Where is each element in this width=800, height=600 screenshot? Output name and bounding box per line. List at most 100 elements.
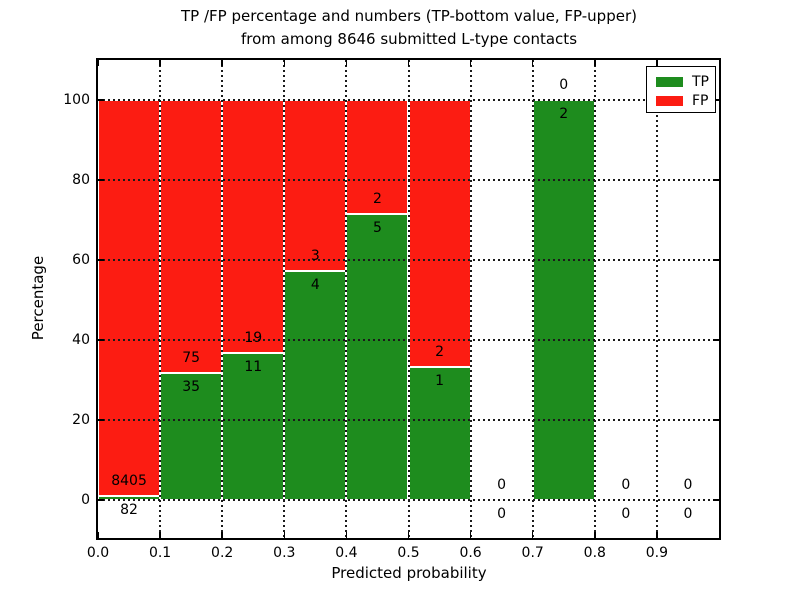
x-tick-label: 0.3: [273, 545, 296, 561]
bar-segment-fp: [222, 100, 285, 354]
x-tick-mark: [407, 60, 410, 66]
x-tick-mark: [159, 532, 161, 538]
tp-count-label: 35: [182, 378, 201, 395]
y-tick-mark: [98, 339, 104, 341]
x-gridline: [221, 60, 224, 538]
x-tick-mark: [283, 60, 286, 66]
x-tick-mark: [531, 532, 534, 538]
legend-item-tp: TP: [656, 72, 715, 91]
fp-count-label: 0: [559, 77, 569, 93]
bar-segment-fp: [160, 100, 223, 373]
x-tick-mark: [221, 60, 223, 66]
bar-segment-fp: [98, 100, 161, 497]
tp-count-label: 5: [372, 220, 382, 237]
x-tick-mark: [469, 60, 472, 66]
x-tick-mark: [656, 532, 658, 538]
x-tick-label: 0.5: [397, 545, 420, 561]
bar-segment-fp: [284, 100, 347, 272]
y-tick-label: 60: [72, 252, 90, 268]
y-gridline: [98, 419, 719, 421]
y-tick-mark: [713, 419, 719, 421]
y-tick-mark: [98, 179, 104, 181]
x-tick-mark: [469, 532, 472, 538]
tp-color-swatch: [656, 76, 683, 87]
x-tick-mark: [407, 532, 410, 538]
y-gridline: [98, 179, 719, 181]
fp-count-label: 2: [372, 191, 382, 208]
x-tick-label: 0.9: [645, 545, 669, 561]
y-tick-mark: [713, 339, 719, 341]
x-gridline: [469, 60, 472, 538]
tp-count-label: 1: [435, 372, 445, 389]
x-tick-mark: [345, 532, 348, 538]
y-tick-label: 100: [63, 92, 90, 108]
bar-segment-tp: [532, 100, 595, 500]
legend-label-fp: FP: [692, 92, 709, 109]
x-tick-mark: [159, 60, 161, 66]
x-tick-label: 0.2: [211, 545, 234, 561]
x-tick-mark: [97, 60, 99, 66]
y-tick-mark: [98, 259, 104, 261]
tp-count-label: 82: [120, 502, 138, 519]
x-gridline: [159, 60, 162, 538]
x-gridline: [283, 60, 286, 538]
y-tick-label: 40: [72, 332, 90, 348]
bar-segment-fp: [408, 100, 471, 367]
x-tick-label: 0.7: [521, 545, 544, 561]
fp-count-label: 2: [435, 343, 445, 360]
x-axis-label: Predicted probability: [331, 564, 487, 582]
y-tick-mark: [713, 259, 719, 261]
legend-label-tp: TP: [692, 73, 709, 90]
tp-count-label: 0: [683, 506, 693, 522]
tp-count-label: 2: [559, 106, 569, 122]
chart-title-line2: from among 8646 submitted L-type contact…: [240, 30, 578, 48]
legend: TP FP: [646, 66, 716, 113]
x-gridline: [655, 60, 658, 538]
x-gridline: [531, 60, 534, 538]
y-tick-label: 80: [72, 172, 90, 188]
y-tick-mark: [713, 179, 719, 181]
y-tick-mark: [713, 499, 719, 501]
y-tick-mark: [98, 499, 104, 501]
y-gridline: [98, 499, 719, 501]
tp-count-label: 0: [621, 506, 631, 522]
fp-count-label: 19: [244, 330, 263, 347]
fp-count-label: 0: [621, 477, 631, 493]
x-tick-label: 0.6: [459, 545, 482, 561]
y-tick-label: 0: [81, 492, 90, 508]
y-gridline: [98, 259, 719, 261]
y-gridline: [98, 99, 719, 101]
x-tick-mark: [97, 532, 99, 538]
fp-color-swatch: [656, 95, 683, 106]
tp-count-label: 4: [310, 277, 320, 294]
x-tick-mark: [221, 532, 223, 538]
fp-count-label: 3: [310, 248, 320, 265]
legend-item-fp: FP: [656, 91, 715, 110]
x-tick-label: 0.0: [86, 545, 110, 561]
x-gridline: [407, 60, 410, 538]
tp-count-label: 0: [497, 506, 507, 522]
y-tick-label: 20: [72, 412, 90, 428]
y-tick-mark: [98, 99, 104, 101]
fp-count-label: 0: [497, 477, 507, 493]
bar-segment-tp: [284, 271, 347, 500]
plot-area: 8405 82 75 35 19 11 3 4 2 5 2 1 0 0 0 2 0 0 0 0: [96, 58, 721, 540]
tp-count-label: 11: [244, 359, 263, 376]
chart-title: TP /FP percentage and numbers (TP-bottom…: [181, 5, 637, 51]
chart-title-line1: TP /FP percentage and numbers (TP-bottom…: [181, 7, 637, 25]
bar-segment-tp: [346, 214, 409, 500]
x-tick-mark: [656, 60, 658, 66]
x-tick-mark: [345, 60, 348, 66]
x-tick-label: 0.4: [335, 545, 358, 561]
fp-count-label: 75: [182, 349, 201, 366]
x-gridline: [593, 60, 596, 538]
x-gridline: [345, 60, 348, 538]
x-tick-label: 0.1: [148, 545, 172, 561]
x-tick-mark: [594, 60, 596, 66]
y-gridline: [98, 339, 719, 341]
x-tick-mark: [283, 532, 286, 538]
fp-count-label: 0: [683, 477, 693, 493]
x-tick-label: 0.8: [583, 545, 606, 561]
y-tick-mark: [98, 419, 104, 421]
